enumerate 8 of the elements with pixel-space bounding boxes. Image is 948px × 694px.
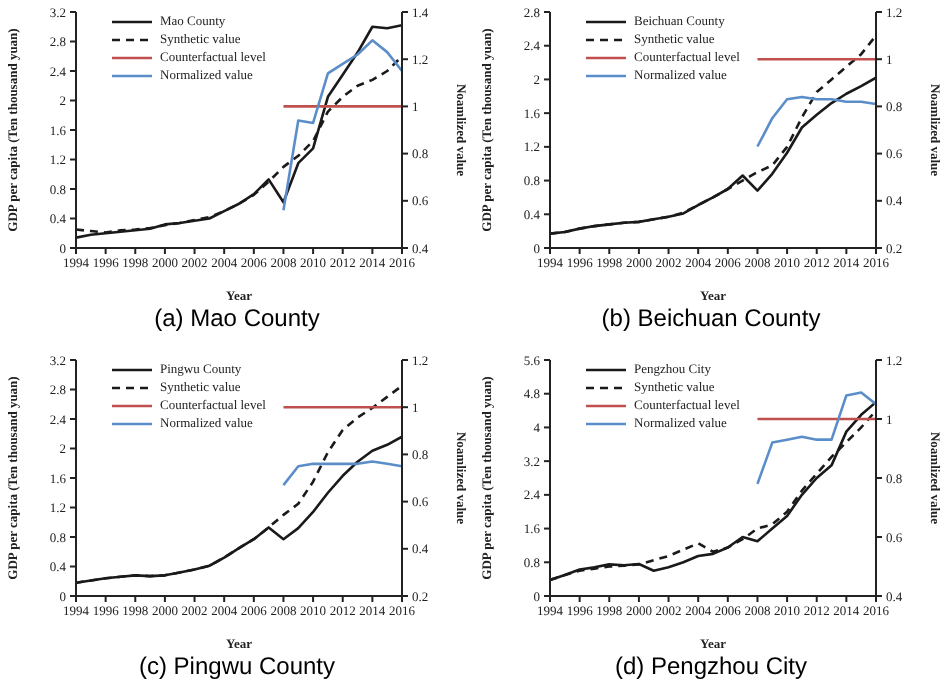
line-series — [756, 390, 876, 485]
line-series — [756, 95, 876, 148]
text: (c) Pingwu County — [136, 649, 338, 683]
text: (d) Pengzhou City — [612, 649, 810, 683]
line-series — [282, 39, 402, 212]
text: (a) Mao County — [152, 302, 322, 336]
text: (b) Beichuan County — [599, 302, 823, 336]
line-series — [282, 459, 402, 486]
